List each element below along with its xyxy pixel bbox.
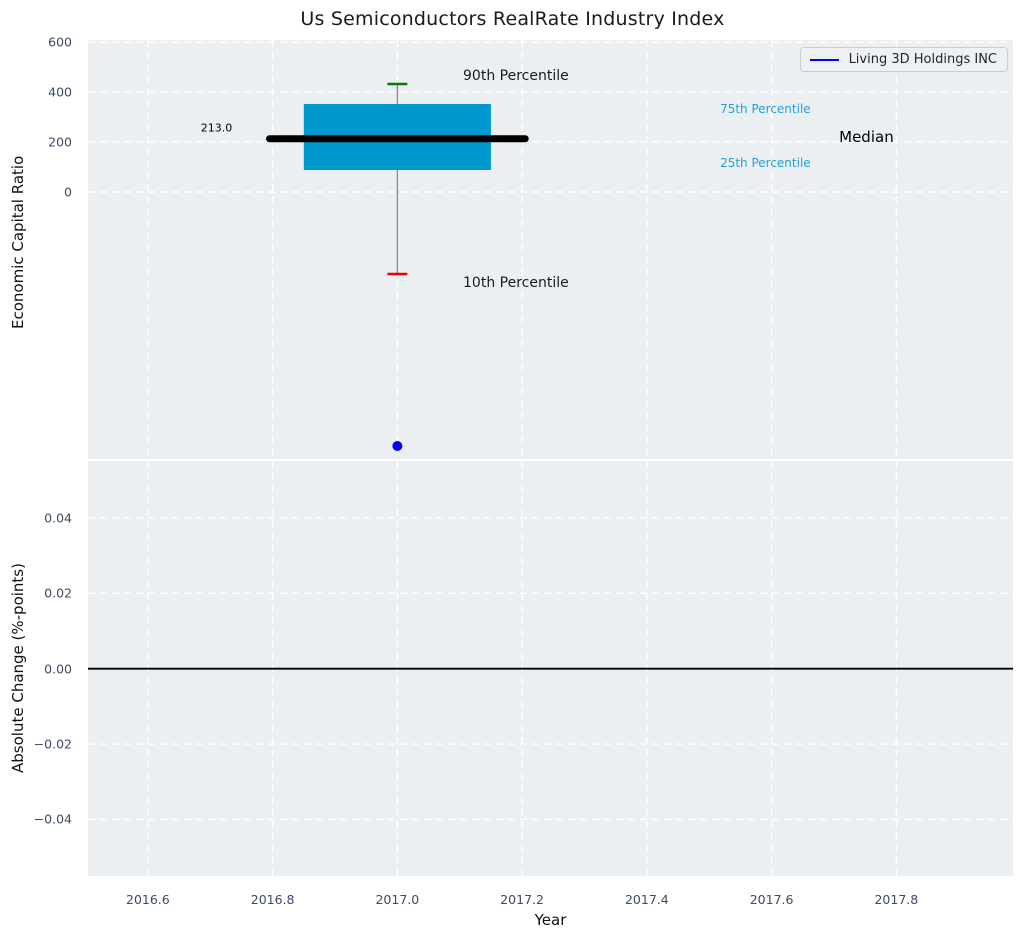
legend: Living 3D Holdings INC <box>799 47 1008 72</box>
y-tick-label: 0.04 <box>44 510 72 526</box>
p75-label: 75th Percentile <box>720 102 811 116</box>
median-value-label: 213.0 <box>200 121 233 135</box>
x-tick-label: 2017.2 <box>500 892 544 907</box>
x-tick-label: 2016.8 <box>250 892 295 907</box>
y-tick-label: 400 <box>48 84 72 100</box>
company-point <box>392 441 403 451</box>
p10-label: 10th Percentile <box>463 275 569 291</box>
x-tick-label: 2017.8 <box>874 892 919 907</box>
median-label: Median <box>839 128 894 146</box>
bottom-subplot <box>88 461 1013 876</box>
x-tick-label: 2016.6 <box>126 892 170 907</box>
chart-title: Us Semiconductors RealRate Industry Inde… <box>300 8 725 30</box>
x-tick-label: 2017.4 <box>624 892 669 907</box>
y-tick-label: 200 <box>48 134 72 150</box>
x-axis-label: Year <box>534 911 567 929</box>
y-tick-label: 600 <box>48 34 72 50</box>
y-tick-label: 0.02 <box>44 585 72 601</box>
y-tick-label: 0.00 <box>44 661 72 677</box>
legend-label: Living 3D Holdings INC <box>848 52 997 67</box>
y-tick-label: −0.04 <box>33 811 72 827</box>
x-tick-label: 2017.6 <box>749 892 794 907</box>
legend-line-swatch <box>809 58 839 61</box>
p90-label: 90th Percentile <box>463 68 569 84</box>
p25-label: 25th Percentile <box>720 156 811 170</box>
y-tick-label: 0 <box>64 184 72 200</box>
y-tick-label: −0.02 <box>33 736 72 752</box>
top-subplot <box>88 40 1013 459</box>
x-tick-label: 2017.0 <box>375 892 420 907</box>
